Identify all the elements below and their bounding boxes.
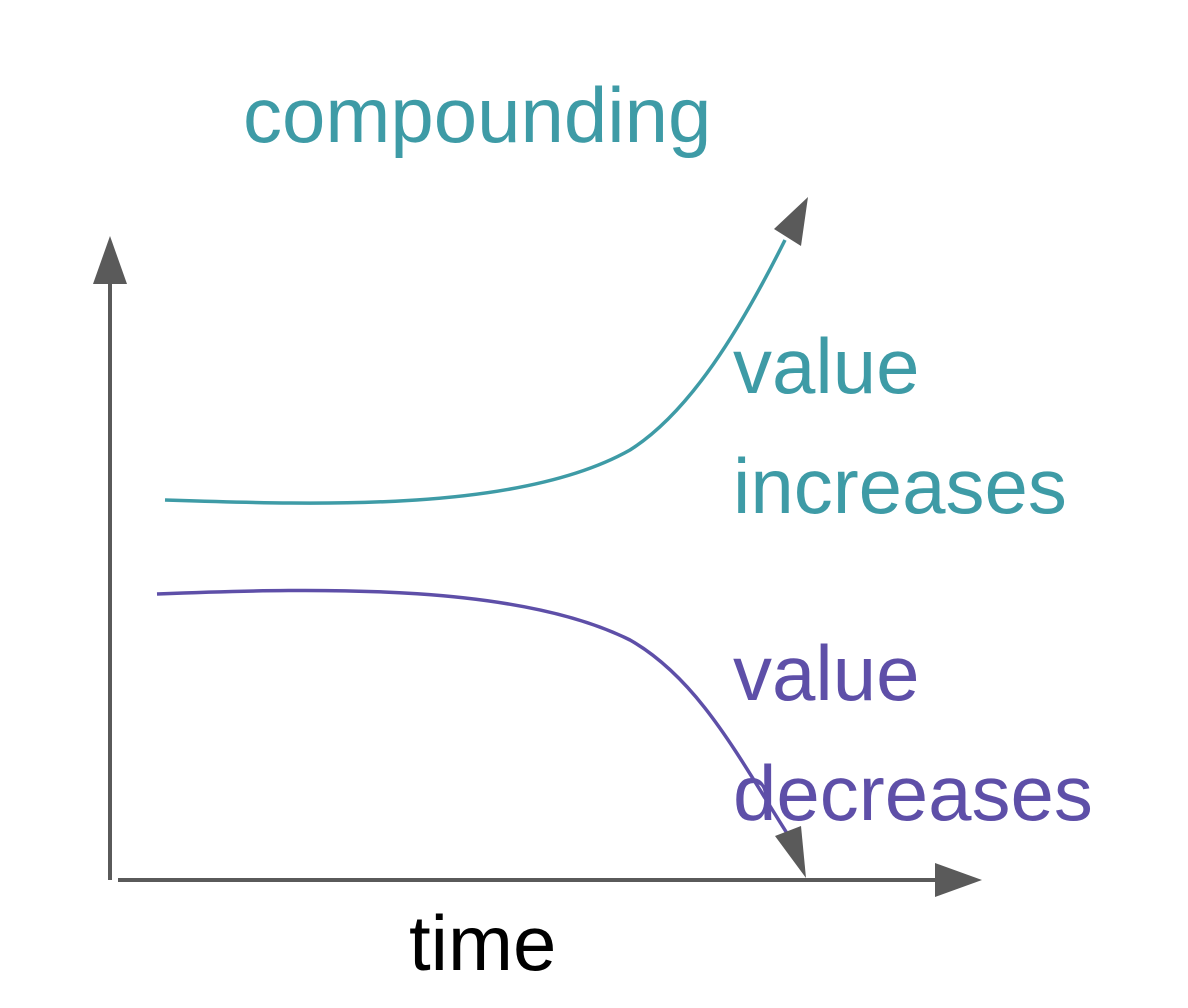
decrease-label-line2: decreases xyxy=(733,749,1093,837)
diagram-title: compounding xyxy=(243,71,711,159)
x-axis-arrowhead xyxy=(935,863,982,897)
increase-curve xyxy=(164,239,787,505)
increase-label-line2: increases xyxy=(733,442,1067,530)
decrease-curve xyxy=(156,588,792,839)
increase-label-line1: value xyxy=(733,322,919,410)
decrease-curve-arrowhead xyxy=(775,826,806,878)
x-axis-label: time xyxy=(409,899,556,987)
y-axis-arrowhead xyxy=(93,236,127,284)
increase-curve-arrowhead xyxy=(774,197,808,246)
decrease-label-line1: value xyxy=(733,629,919,717)
